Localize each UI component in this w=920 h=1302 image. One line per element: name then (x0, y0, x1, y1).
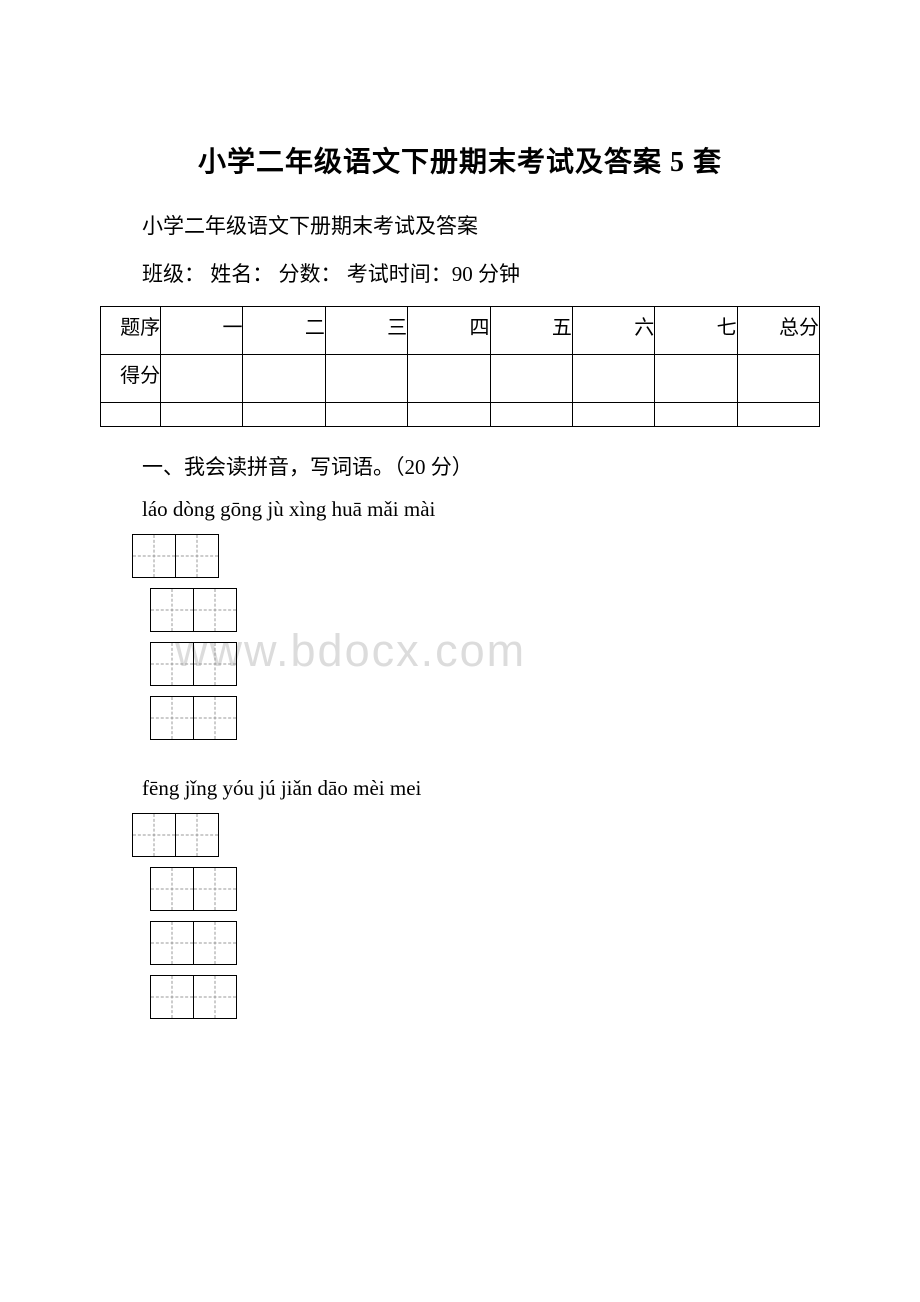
tianzige-cell (150, 975, 194, 1019)
empty-cell (655, 403, 737, 427)
tianzige-cell (193, 867, 237, 911)
info-line: 班级： 姓名： 分数： 考试时间：90 分钟 (100, 258, 820, 288)
grid-pair (150, 867, 820, 911)
subtitle: 小学二年级语文下册期末考试及答案 (100, 210, 820, 240)
col-5: 五 (490, 307, 572, 355)
pinyin-line-1: láo dòng gōng jù xìng huā mǎi mài (100, 497, 820, 522)
col-4: 四 (408, 307, 490, 355)
empty-cell (243, 403, 325, 427)
empty-cell (572, 403, 654, 427)
page-title: 小学二年级语文下册期末考试及答案 5 套 (100, 140, 820, 180)
empty-cell (737, 403, 819, 427)
tianzige-cell (175, 813, 219, 857)
tianzige-cell (150, 921, 194, 965)
score-cell (408, 355, 490, 403)
tianzige-cell (150, 696, 194, 740)
tianzige-cell (150, 642, 194, 686)
grid-pair (132, 813, 820, 857)
score-cell (572, 355, 654, 403)
row-label: 题序 (101, 307, 161, 355)
empty-cell (161, 403, 243, 427)
empty-cell (325, 403, 407, 427)
tianzige-cell (193, 921, 237, 965)
tianzige-cell (150, 867, 194, 911)
score-cell (161, 355, 243, 403)
table-row-empty (101, 403, 820, 427)
score-cell (737, 355, 819, 403)
col-2: 二 (243, 307, 325, 355)
empty-cell (101, 403, 161, 427)
row-label: 得分 (101, 355, 161, 403)
table-row-score: 得分 (101, 355, 820, 403)
tianzige-cell (193, 588, 237, 632)
grid-pair (150, 696, 820, 740)
grid-group-1 (132, 534, 820, 740)
grid-pair (150, 921, 820, 965)
empty-cell (490, 403, 572, 427)
grid-pair (150, 642, 820, 686)
tianzige-cell (132, 534, 176, 578)
table-row-header: 题序 一 二 三 四 五 六 七 总分 (101, 307, 820, 355)
tianzige-cell (175, 534, 219, 578)
score-cell (325, 355, 407, 403)
score-table: 题序 一 二 三 四 五 六 七 总分 得分 (100, 306, 820, 427)
empty-cell (408, 403, 490, 427)
tianzige-cell (193, 642, 237, 686)
score-cell (243, 355, 325, 403)
score-cell (655, 355, 737, 403)
section-heading-1: 一、我会读拼音，写词语。（20 分） (100, 451, 820, 481)
tianzige-cell (150, 588, 194, 632)
score-cell (490, 355, 572, 403)
col-6: 六 (572, 307, 654, 355)
col-1: 一 (161, 307, 243, 355)
grid-pair (150, 975, 820, 1019)
tianzige-cell (132, 813, 176, 857)
col-7: 七 (655, 307, 737, 355)
tianzige-cell (193, 696, 237, 740)
tianzige-cell (193, 975, 237, 1019)
col-3: 三 (325, 307, 407, 355)
grid-group-2 (132, 813, 820, 1019)
grid-pair (150, 588, 820, 632)
pinyin-line-2: fēng jǐng yóu jú jiǎn dāo mèi mei (100, 776, 820, 801)
grid-pair (132, 534, 820, 578)
col-total: 总分 (737, 307, 819, 355)
